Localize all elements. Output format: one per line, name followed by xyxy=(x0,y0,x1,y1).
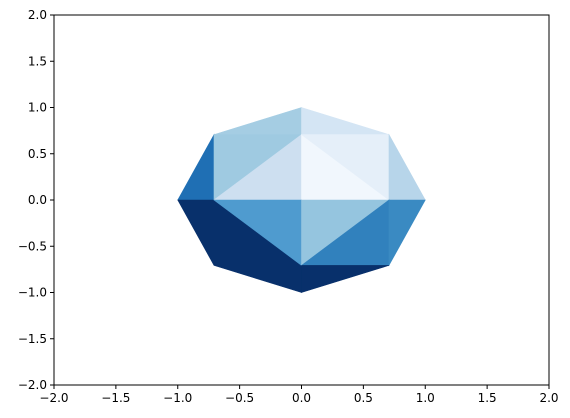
y-tick-label: −0.5 xyxy=(18,239,47,253)
x-axis-ticks: −2.0 −1.5 −1.0 −0.5 0.0 0.5 1.0 1.5 2.0 xyxy=(39,385,559,405)
mesh-polygon-top-left-upper xyxy=(213,107,302,135)
x-tick-label: 1.5 xyxy=(478,391,497,405)
x-tick-label: 1.0 xyxy=(416,391,435,405)
y-tick-label: 0.0 xyxy=(28,193,47,207)
y-tick-label: 1.5 xyxy=(28,54,47,68)
x-tick-label: 0.5 xyxy=(354,391,373,405)
y-tick-label: −1.5 xyxy=(18,332,47,346)
y-tick-label: 1.0 xyxy=(28,101,47,115)
y-tick-label: −2.0 xyxy=(18,378,47,392)
x-tick-label: 2.0 xyxy=(539,391,558,405)
mesh-polygon-right-upper xyxy=(388,133,426,201)
mesh-polygon-left-upper xyxy=(177,133,215,201)
x-tick-label: −2.0 xyxy=(39,391,68,405)
y-tick-label: 0.5 xyxy=(28,147,47,161)
mesh-polygon-bottom-right xyxy=(301,265,390,293)
x-tick-label: −1.0 xyxy=(163,391,192,405)
y-tick-label: −1.0 xyxy=(18,286,47,300)
y-axis-ticks: −2.0 −1.5 −1.0 −0.5 0.0 0.5 1.0 1.5 2.0 xyxy=(18,8,54,392)
polygon-layer xyxy=(177,107,426,293)
x-tick-label: −0.5 xyxy=(225,391,254,405)
x-tick-label: 0.0 xyxy=(292,391,311,405)
mesh-polygon-right-lower xyxy=(388,199,426,267)
x-tick-label: −1.5 xyxy=(101,391,130,405)
y-tick-label: 2.0 xyxy=(28,8,47,22)
mesh-polygon-top-right-upper xyxy=(301,107,390,135)
